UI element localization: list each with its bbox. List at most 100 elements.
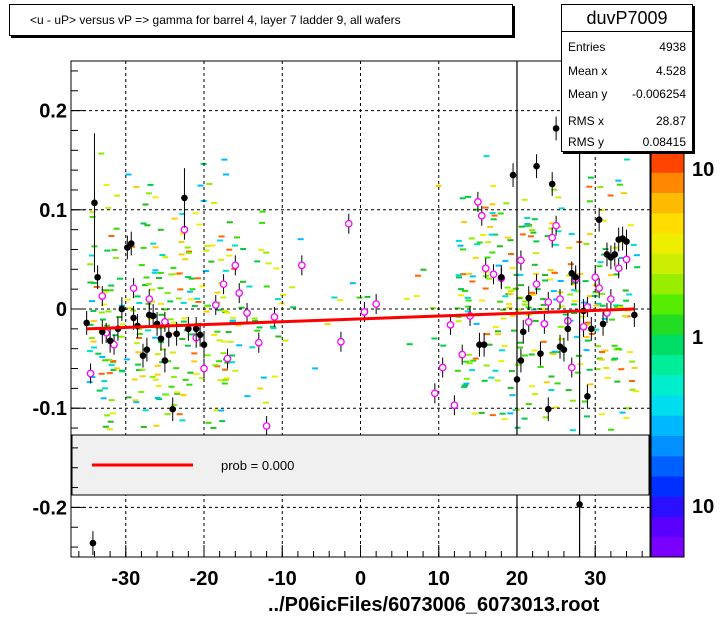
histogram-cell (486, 277, 493, 280)
histogram-cell (210, 426, 217, 429)
histogram-cell (463, 360, 470, 363)
histogram-cell (615, 179, 622, 182)
histogram-cell (481, 379, 488, 382)
black-profile-point (548, 180, 556, 188)
histogram-cell (513, 287, 519, 290)
colorbar-label: 10 (692, 159, 714, 181)
histogram-cell (483, 155, 490, 158)
histogram-cell (629, 388, 636, 391)
x-tick-label: 30 (584, 568, 606, 590)
histogram-cell (458, 288, 465, 291)
magenta-profile-point (235, 289, 244, 297)
histogram-cell (519, 233, 526, 236)
histogram-cell (263, 251, 270, 254)
histogram-cell (132, 399, 139, 402)
histogram-cell (540, 307, 547, 310)
histogram-cell (610, 358, 617, 361)
black-profile-point (544, 405, 552, 413)
magenta-profile-point (614, 264, 623, 273)
histogram-cell (530, 231, 537, 234)
histogram-cell (531, 349, 538, 352)
histogram-cell (583, 242, 590, 245)
histogram-cell (160, 326, 167, 329)
magenta-profile-point (474, 198, 482, 206)
histogram-cell (167, 300, 174, 303)
histogram-cell (270, 327, 277, 330)
histogram-cell (463, 377, 470, 380)
histogram-cell (168, 385, 175, 388)
colorbar-label: 1 (692, 327, 703, 349)
histogram-cell (356, 296, 363, 299)
magenta-profile-point (591, 273, 600, 282)
histogram-cell (102, 289, 109, 292)
histogram-cell (581, 400, 588, 403)
black-profile-point (161, 357, 169, 364)
histogram-cell (158, 313, 165, 316)
histogram-cell (587, 200, 593, 203)
histogram-cell (633, 390, 639, 393)
histogram-cell (140, 246, 147, 249)
histogram-cell (152, 269, 159, 272)
magenta-profile-point (446, 321, 455, 329)
magenta-profile-point (430, 389, 439, 398)
histogram-cell (567, 293, 574, 296)
histogram-cell (584, 339, 591, 342)
histogram-cell (555, 230, 562, 233)
histogram-cell (229, 361, 236, 364)
colorbar-cell (651, 334, 684, 355)
histogram-cell (204, 244, 211, 247)
colorbar-cell (651, 516, 684, 538)
histogram-cell (551, 271, 558, 274)
histogram-cell (571, 312, 577, 315)
histogram-cell (530, 308, 537, 311)
histogram-cell (599, 293, 606, 295)
histogram-cell (479, 299, 485, 302)
histogram-cell (195, 277, 201, 280)
histogram-cell (199, 285, 206, 288)
histogram-cell (102, 359, 109, 362)
histogram-cell (87, 281, 94, 284)
histogram-cell (181, 317, 188, 320)
histogram-cell (465, 299, 472, 302)
histogram-cell (595, 302, 602, 305)
histogram-cell (547, 269, 554, 271)
histogram-cell (629, 380, 636, 382)
y-tick-label: -0.1 (33, 398, 67, 420)
histogram-cell (522, 300, 529, 303)
histogram-cell (524, 222, 531, 225)
histogram-cell (489, 212, 496, 215)
histogram-cell (159, 254, 166, 256)
histogram-cell (152, 378, 159, 381)
histogram-cell (486, 343, 493, 346)
magenta-profile-point (270, 313, 279, 321)
histogram-cell (157, 287, 164, 290)
histogram-cell (142, 203, 149, 206)
black-profile-point (157, 335, 165, 343)
histogram-cell (168, 273, 175, 276)
histogram-cell (212, 364, 219, 367)
histogram-cell (157, 228, 164, 231)
histogram-cell (612, 357, 619, 360)
histogram-cell (145, 192, 152, 195)
histogram-cell (149, 375, 156, 378)
histogram-cell (507, 386, 514, 389)
histogram-cell (160, 348, 167, 351)
black-profile-point (165, 331, 173, 339)
histogram-cell (508, 370, 515, 373)
histogram-cell (89, 215, 96, 218)
histogram-cell (631, 366, 638, 369)
stats-label: Mean y (568, 87, 608, 101)
histogram-cell (615, 347, 622, 350)
histogram-cell (612, 246, 619, 249)
histogram-cell (240, 248, 247, 250)
histogram-cell (213, 409, 220, 412)
histogram-cell (220, 352, 227, 355)
histogram-cell (235, 324, 242, 327)
histogram-cell (464, 310, 471, 313)
histogram-cell (93, 286, 100, 288)
histogram-cell (403, 297, 410, 300)
histogram-cell (106, 359, 113, 361)
histogram-cell (469, 275, 476, 278)
histogram-cell (502, 259, 509, 262)
histogram-cell (627, 224, 634, 227)
